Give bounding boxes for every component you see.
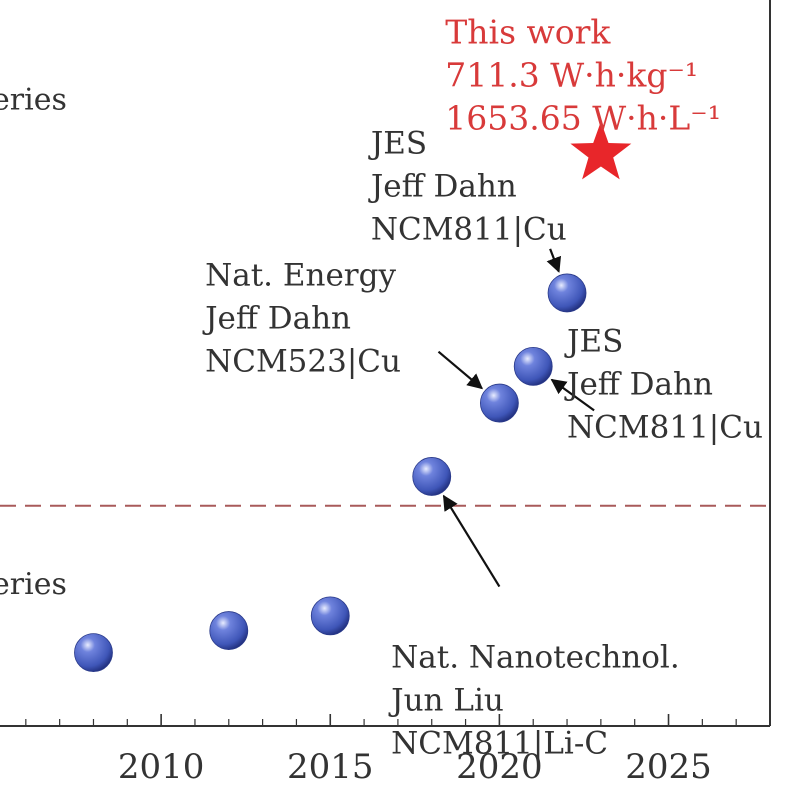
- data-point: [547, 273, 587, 313]
- data-point: [412, 457, 452, 496]
- x-tick-label: 2020: [456, 747, 543, 787]
- annotation-line: NCM811|Li-C: [391, 725, 608, 761]
- data-point: [209, 611, 249, 650]
- annotation-line: Jeff Dahn: [564, 367, 713, 403]
- annotation-line: NCM523|Cu: [205, 344, 401, 380]
- data-point: [74, 633, 113, 672]
- highlight-annotation-line: 1653.65 W·h·L⁻¹: [445, 98, 721, 137]
- annotation-line: NCM811|Cu: [371, 211, 567, 247]
- annotation-arrow: [442, 494, 501, 588]
- series-label: eries: [0, 567, 67, 602]
- annotation-line: Nat. Energy: [205, 258, 396, 294]
- annotation-arrow: [437, 350, 483, 390]
- x-tick-label: 2010: [118, 747, 205, 787]
- annotation-line: JES: [368, 125, 427, 161]
- data-point: [310, 596, 350, 636]
- data-point: [513, 346, 553, 386]
- annotation-line: Nat. Nanotechnol.: [391, 639, 680, 675]
- star-point: [570, 121, 632, 180]
- annotation-line: Jeff Dahn: [202, 301, 351, 337]
- highlight-annotation-line: This work: [445, 12, 611, 51]
- x-tick-label: 2025: [625, 747, 712, 787]
- series-label: eries: [0, 82, 67, 117]
- annotation-line: Jeff Dahn: [368, 168, 517, 204]
- annotation-line: Jun Liu: [388, 682, 504, 718]
- x-tick-label: 2015: [287, 747, 374, 787]
- annotation-arrow: [546, 248, 562, 273]
- annotation-arrow: [550, 378, 595, 412]
- annotation-line: NCM811|Cu: [567, 410, 763, 446]
- annotation-line: JES: [564, 324, 623, 360]
- highlight-annotation-line: 711.3 W·h·kg⁻¹: [445, 55, 698, 94]
- data-point: [479, 383, 519, 423]
